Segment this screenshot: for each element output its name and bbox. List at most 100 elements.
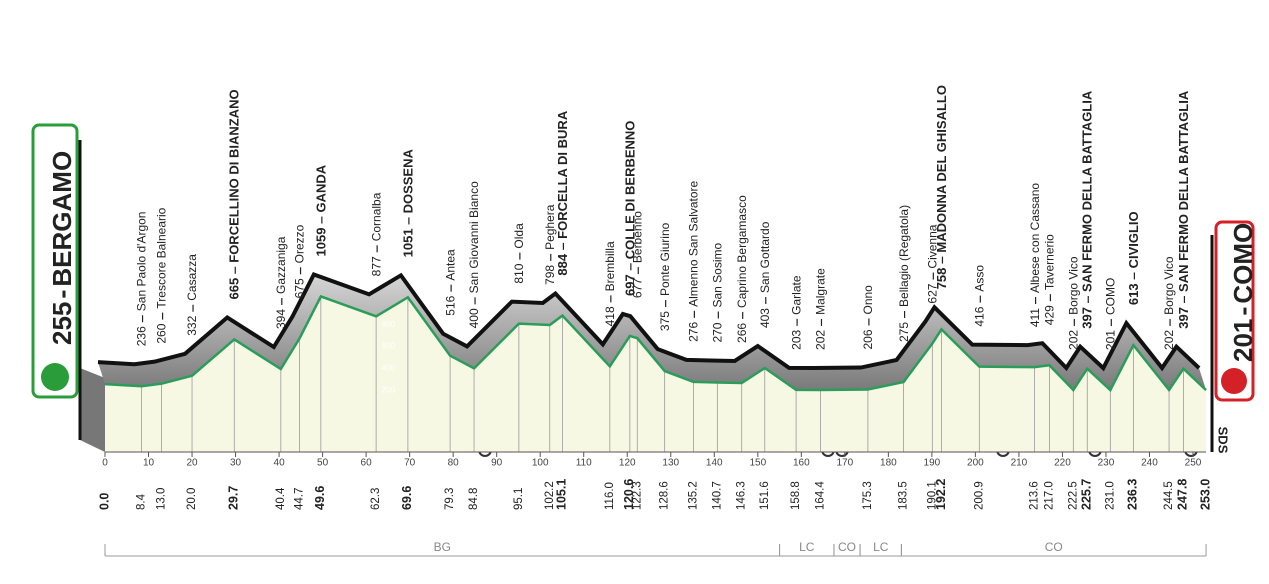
waypoint-altitude: 275 xyxy=(897,322,911,342)
x-tick-label: 220 xyxy=(1054,458,1071,469)
waypoint-label: 276 Almenno San Salvatore xyxy=(687,180,701,341)
waypoint-label: 1059 GANDA xyxy=(313,164,328,256)
waypoint-label: 677 Berbenno xyxy=(630,211,644,298)
waypoint-altitude: 201 xyxy=(1228,319,1258,362)
x-tick-label: 20 xyxy=(186,458,198,469)
km-label: 102.2 xyxy=(544,481,556,510)
waypoint-label: 675 Orezzo xyxy=(293,224,307,298)
x-tick-label: 160 xyxy=(793,458,810,469)
waypoint-label: 201 COMO xyxy=(1228,223,1258,362)
km-label: 244.5 xyxy=(1163,481,1175,510)
waypoint-altitude: 276 xyxy=(687,322,701,342)
km-label: 151.6 xyxy=(759,481,771,510)
x-tick-label: 70 xyxy=(404,458,416,469)
waypoint-name: COMO xyxy=(1228,223,1258,304)
waypoint-name: Almenno San Salvatore xyxy=(687,180,701,306)
km-label: 20.0 xyxy=(186,488,198,510)
waypoint-name: Borgo Vico xyxy=(1066,256,1080,315)
waypoint-label: 403 San Gottardo xyxy=(758,221,772,328)
finish-icon xyxy=(1221,368,1247,394)
x-tick-label: 250 xyxy=(1185,458,1202,469)
y-tick-label: 200 xyxy=(382,385,396,394)
waypoint-name: CIVIGLIO xyxy=(1126,211,1141,268)
waypoint-altitude: 394 xyxy=(274,309,288,329)
km-label: 192.2 xyxy=(934,479,948,510)
x-tick-label: 30 xyxy=(230,458,242,469)
x-tick-label: 50 xyxy=(317,458,329,469)
km-label: 253.0 xyxy=(1198,479,1212,510)
finish-box xyxy=(1214,220,1255,402)
km-label: 213.6 xyxy=(1029,481,1041,510)
km-label: 164.4 xyxy=(815,481,827,510)
km-label: 84.8 xyxy=(468,488,480,510)
waypoint-label: 411 Albese con Cassano xyxy=(1028,183,1042,328)
waypoint-label: 203 Garlate xyxy=(789,275,803,350)
waypoint-label: 266 Caprino Bergamasco xyxy=(735,195,749,343)
waypoint-name: MADONNA DEL GHISALLO xyxy=(934,85,949,253)
waypoint-label: 236 San Paolo d'Argon xyxy=(135,212,149,347)
waypoint-altitude: 332 xyxy=(185,315,199,335)
km-label: 44.7 xyxy=(294,488,306,510)
waypoint-name: Asso xyxy=(972,265,986,292)
km-label: 95.1 xyxy=(513,488,525,510)
logo: SDS xyxy=(1216,427,1231,454)
y-tick-label: 800 xyxy=(382,320,396,329)
waypoint-altitude: 255 xyxy=(47,302,77,345)
waypoint-name: San Giovanni Bianco xyxy=(467,181,481,293)
waypoint-altitude: 397 xyxy=(1176,307,1191,329)
waypoint-label: 202 Malgrate xyxy=(814,268,828,350)
waypoint-name: Casazza xyxy=(185,254,199,301)
waypoint-altitude: 418 xyxy=(603,306,617,326)
waypoint-altitude: 1051 xyxy=(400,228,415,257)
x-tick-label: 180 xyxy=(880,458,897,469)
km-label: 62.3 xyxy=(370,488,382,510)
start-box xyxy=(31,123,79,399)
waypoint-altitude: 403 xyxy=(758,308,772,328)
waypoint-label: 665 FORCELLINO DI BIANZANO xyxy=(227,89,242,299)
x-tick-label: 80 xyxy=(448,458,460,469)
waypoint-label: 202 Borgo Vico xyxy=(1162,256,1176,350)
waypoint-name: Onno xyxy=(861,285,875,315)
km-label: 135.2 xyxy=(687,481,699,510)
waypoint-label: 397 SAN FERMO DELLA BATTAGLIA xyxy=(1176,90,1191,329)
waypoint-altitude: 1059 xyxy=(313,228,328,257)
waypoint-name: Civenna xyxy=(925,224,939,268)
waypoint-name: DOSSENA xyxy=(400,149,415,214)
waypoint-altitude: 697 xyxy=(622,274,637,296)
waypoint-name: FORCELLINO DI BIANZANO xyxy=(227,89,242,262)
x-tick-label: 230 xyxy=(1098,458,1115,469)
x-tick-label: 130 xyxy=(662,458,679,469)
waypoint-name: Cornalba xyxy=(369,192,383,241)
region-label: LC xyxy=(873,540,889,554)
waypoint-label: 260 Trescore Balneario xyxy=(155,207,169,343)
waypoint-altitude: 270 xyxy=(710,322,724,342)
x-tick-label: 40 xyxy=(274,458,286,469)
relief-top xyxy=(97,271,1201,372)
km-label: 217.0 xyxy=(1043,481,1055,510)
waypoint-label: 416 Asso xyxy=(972,265,986,327)
waypoint-label: 429 Tavernerio xyxy=(1043,234,1057,325)
x-tick-label: 0 xyxy=(102,458,108,469)
front-face xyxy=(80,368,105,452)
x-tick-label: 210 xyxy=(1011,458,1028,469)
waypoint-altitude: 202 xyxy=(1066,330,1080,350)
y-tick-label: 400 xyxy=(382,363,396,372)
x-tick-label: 60 xyxy=(361,458,373,469)
waypoint-name: Berbenno xyxy=(630,211,644,263)
waypoint-name: San Paolo d'Argon xyxy=(135,212,149,312)
waypoint-name: Ponte Giurino xyxy=(658,222,672,296)
waypoint-altitude: 236 xyxy=(135,326,149,346)
km-label: 0.0 xyxy=(97,493,111,510)
km-label: 200.9 xyxy=(973,481,985,510)
waypoint-altitude: 758 xyxy=(934,268,949,290)
waypoint-name: Brembilla xyxy=(603,241,617,291)
km-label: 190.1 xyxy=(926,481,938,510)
waypoint-altitude: 677 xyxy=(630,278,644,298)
waypoint-label: 255 BERGAMO xyxy=(47,151,77,345)
waypoint-altitude: 375 xyxy=(658,311,672,331)
waypoint-name: Malgrate xyxy=(814,268,828,315)
waypoint-altitude: 810 xyxy=(512,263,526,283)
waypoint-label: 884 FORCELLA DI BURA xyxy=(555,110,570,275)
waypoint-altitude: 516 xyxy=(443,295,457,315)
x-tick-label: 240 xyxy=(1141,458,1158,469)
